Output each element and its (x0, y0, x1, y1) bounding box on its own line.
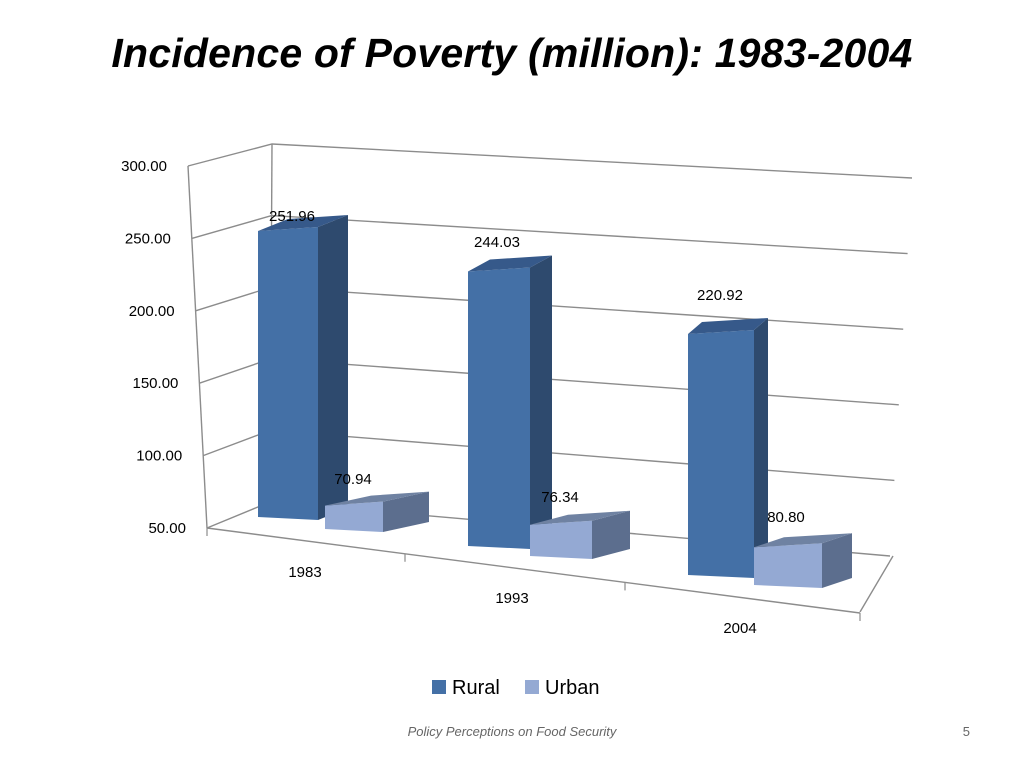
slide-title: Incidence of Poverty (million): 1983-200… (111, 30, 913, 76)
x-tick-label: 1993 (495, 590, 528, 607)
rural-bar-2004-front (688, 330, 754, 578)
rural-data-label: 220.92 (697, 287, 743, 304)
rural-bar-1983-side (318, 215, 348, 520)
floor-right-edge (859, 555, 894, 613)
rural-data-label: 244.03 (474, 234, 520, 251)
rural-bar-1993-front (468, 267, 530, 549)
rural-bar-2004-top (688, 318, 768, 334)
chart-bars (258, 215, 852, 588)
urban-data-label: 76.34 (541, 489, 579, 506)
slide-footer: Policy Perceptions on Food Security (407, 724, 617, 739)
urban-bar-2004-top (754, 533, 852, 548)
urban-data-label: 80.80 (767, 509, 805, 526)
rural-bar-1993-side (530, 255, 552, 549)
gridline-5 (187, 143, 913, 179)
legend-rural-swatch (432, 680, 446, 694)
urban-bar-1983-side (383, 491, 429, 532)
legend-urban-label: Urban (545, 677, 599, 699)
legend-urban: Urban (525, 677, 599, 699)
rural-data-label: 251.96 (269, 208, 315, 225)
urban-data-label: 70.94 (334, 471, 372, 488)
y-tick-label: 200.00 (129, 303, 175, 320)
y-axis-line (187, 165, 208, 529)
rural-bar-1983 (258, 215, 348, 520)
urban-bar-1993 (530, 510, 630, 559)
urban-bar-1983-top (325, 491, 429, 506)
legend-urban-swatch (525, 680, 539, 694)
page-number: 5 (962, 724, 970, 739)
urban-bar-1993-top (530, 510, 630, 525)
rural-bar-1983-front (258, 227, 318, 520)
rural-bar-2004 (688, 318, 768, 578)
y-tick-label: 250.00 (125, 230, 171, 247)
y-tick-label: 50.00 (148, 520, 186, 537)
urban-bar-1993-front (530, 520, 592, 559)
urban-bar-2004-side (822, 533, 852, 588)
y-tick-label: 150.00 (133, 375, 179, 392)
x-axis-line (206, 527, 861, 614)
rural-bar-1993 (468, 255, 552, 549)
urban-bar-2004 (754, 533, 852, 588)
rural-bar-1983-top (258, 215, 348, 231)
urban-bar-2004-front (754, 543, 822, 588)
urban-bar-1983-front (325, 501, 383, 532)
x-tick-label: 1983 (288, 564, 321, 581)
rural-bar-1993-top (468, 255, 552, 272)
legend-rural: Rural (432, 677, 500, 699)
rural-bar-2004-side (754, 318, 768, 578)
x-tick-label: 2004 (723, 620, 756, 637)
y-tick-label: 100.00 (136, 448, 182, 465)
chart-legend: Rural Urban (432, 677, 599, 699)
chart-labels: 50.00 100.00 150.00 200.00 250.00 300.00 251.9… (121, 158, 805, 637)
y-tick-label: 300.00 (121, 158, 167, 175)
urban-bar-1993-side (592, 510, 630, 559)
legend-rural-label: Rural (452, 677, 500, 699)
poverty-3d-column-chart: 50.00 100.00 150.00 200.00 250.00 300.00 251.9… (121, 143, 913, 699)
urban-bar-1983 (325, 491, 429, 532)
